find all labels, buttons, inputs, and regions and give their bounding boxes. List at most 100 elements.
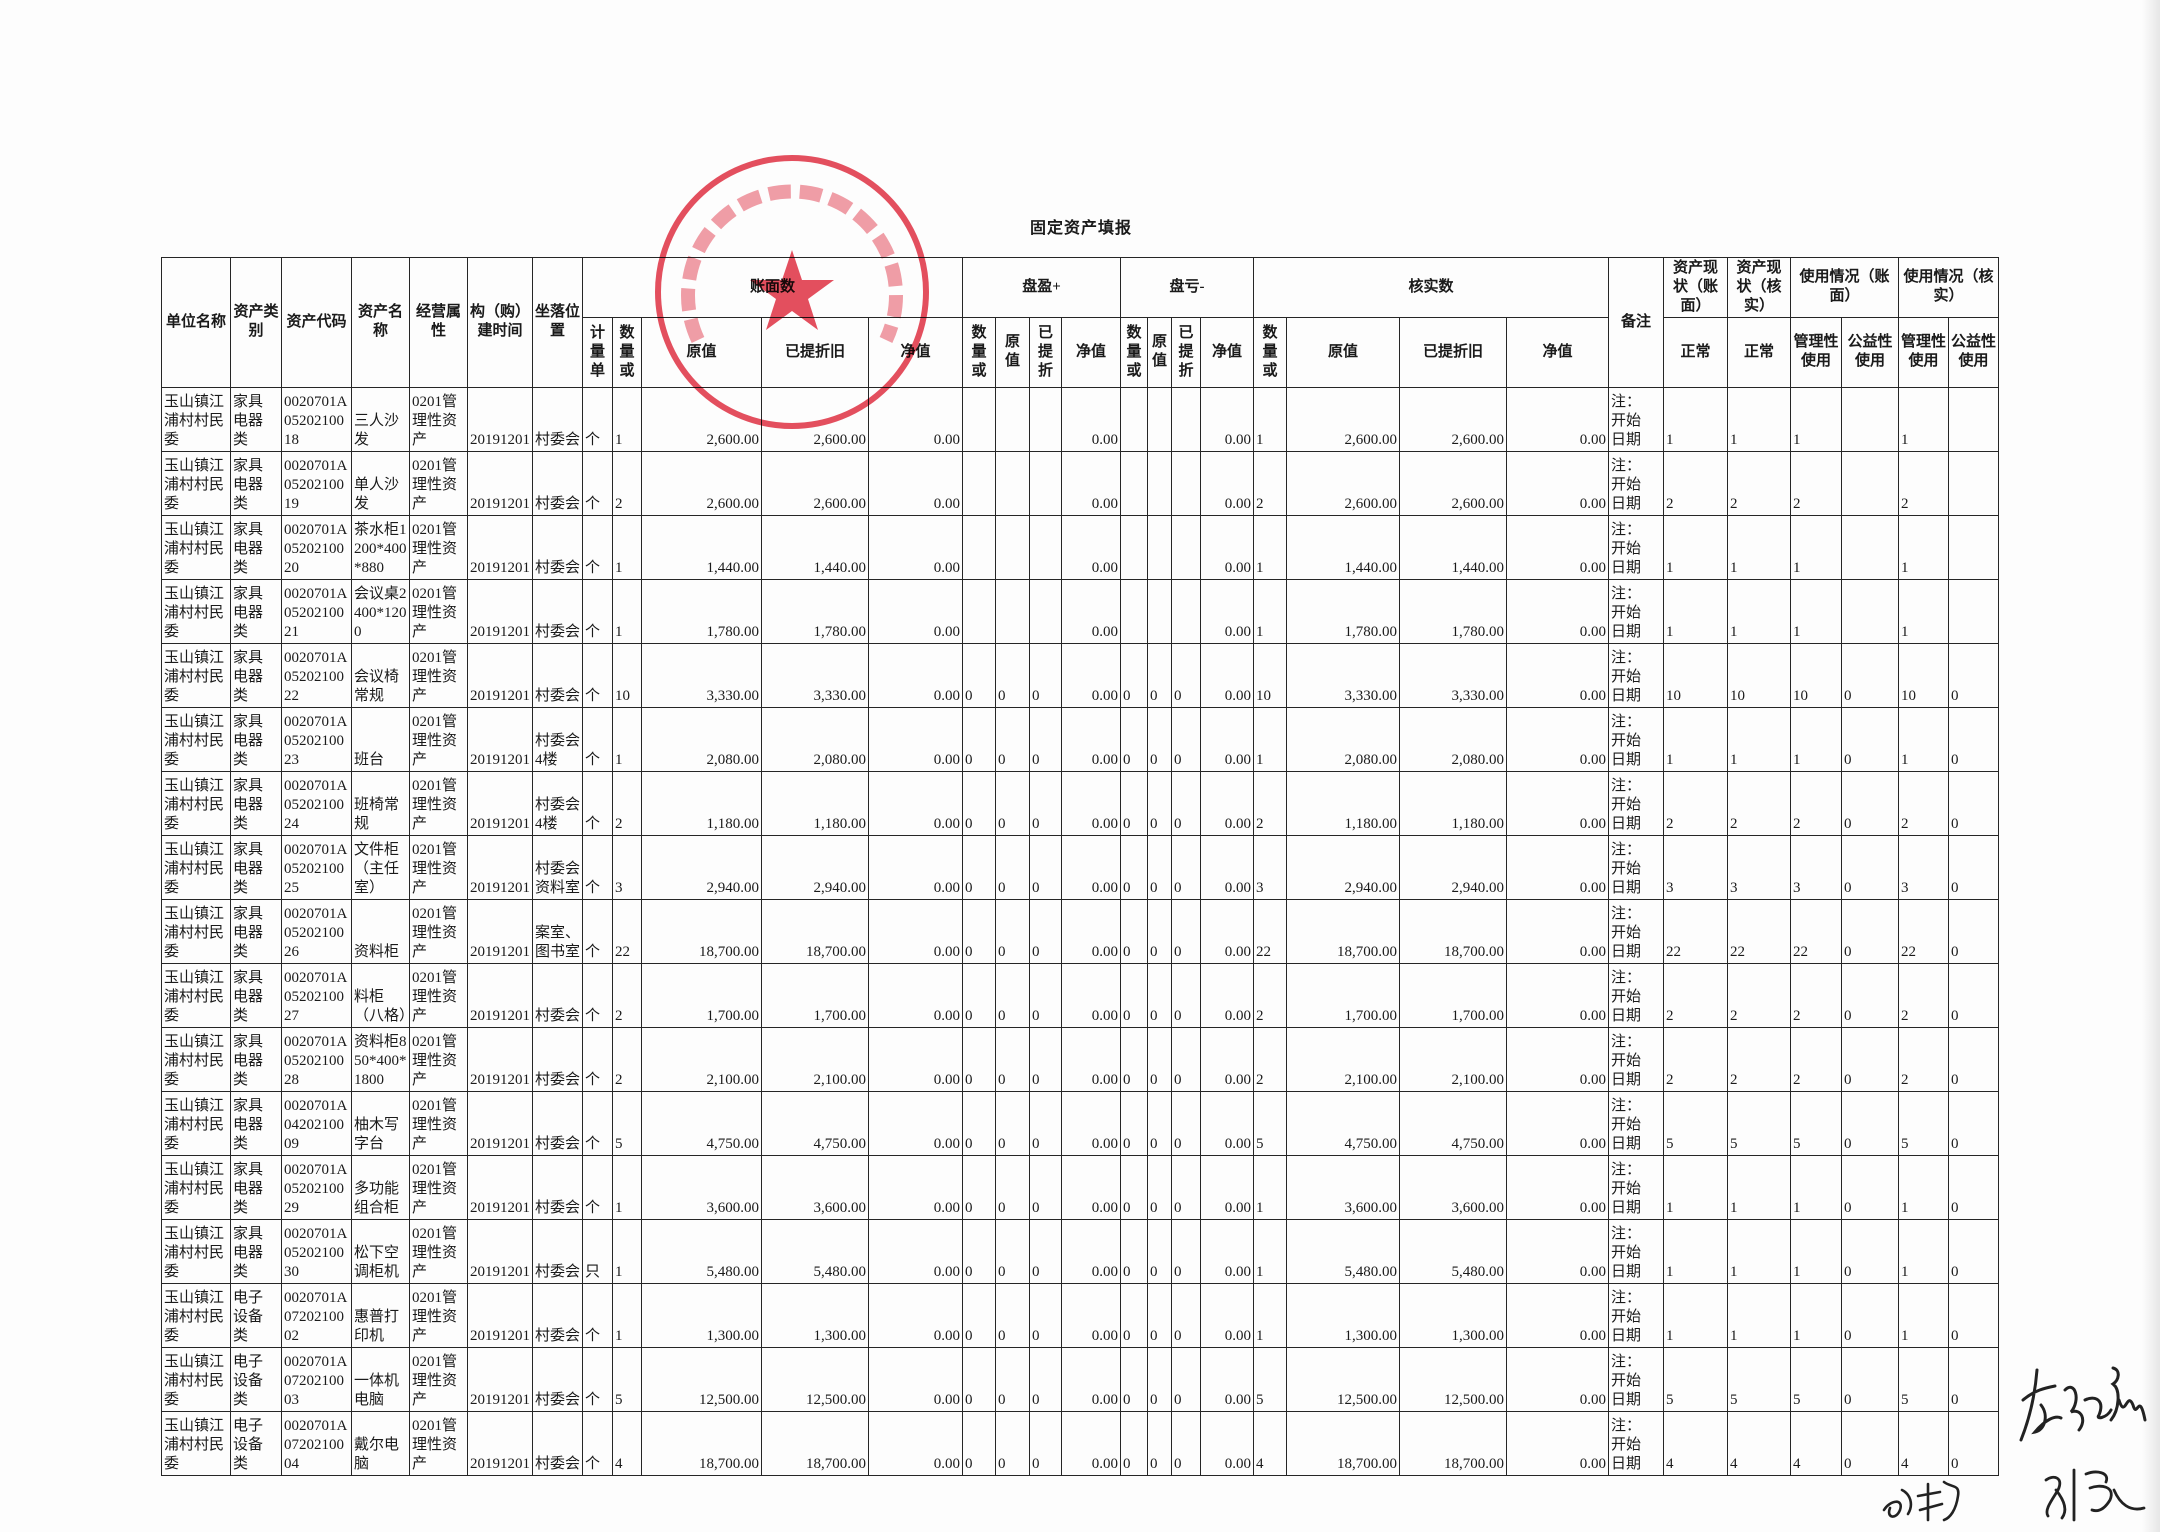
table-row: 玉山镇江浦村村民委 家具电器类 0020701A0520210023 班台 0201管理…: [161, 707, 2000, 772]
cell-loss-depr: [1171, 579, 1202, 644]
cell-code: 0020701A0520210018: [281, 387, 352, 452]
cell-verified-net: 0.00: [1506, 1411, 1610, 1476]
cell-verified-orig: 1,700.00: [1286, 963, 1401, 1028]
fixed-asset-table: 单位名称 资产类别 资产代码 资产名称 经营属性 构（购）建时间 坐落位置 账面…: [161, 257, 2000, 1476]
cell-use-verified-public: [1948, 515, 2000, 580]
cell-status-book: 3: [1663, 835, 1729, 900]
cell-book-qty: 1: [612, 515, 642, 580]
cell-status-verified: 2: [1727, 771, 1792, 836]
cell-use-book-public: 0: [1841, 1283, 1900, 1348]
cell-status-verified: 2: [1727, 1027, 1792, 1092]
cell-note: 注：开始日期: [1608, 1283, 1665, 1348]
cell-use-book-public: 0: [1841, 835, 1900, 900]
cell-use-verified-public: 0: [1948, 1091, 2000, 1156]
cell-use-verified-public: 0: [1948, 1283, 2000, 1348]
cell-surplus-net: 0.00: [1061, 707, 1122, 772]
cell-use-verified-mgmt: 2: [1898, 1027, 1950, 1092]
col-surplus-net: 净值: [1061, 317, 1122, 388]
cell-use-book-mgmt: 22: [1790, 899, 1843, 964]
cell-loss-net: 0.00: [1200, 899, 1255, 964]
cell-book-qty: 4: [612, 1411, 642, 1476]
cell-code: 0020701A0420210009: [281, 1091, 352, 1156]
cell-location: 村委会: [532, 643, 583, 708]
cell-use-book-public: 0: [1841, 1155, 1900, 1220]
cell-loss-net: 0.00: [1200, 643, 1255, 708]
cell-unit: 玉山镇江浦村村民委: [161, 1155, 231, 1220]
cell-verified-net: 0.00: [1506, 835, 1610, 900]
cell-book-depr: 18,700.00: [761, 899, 869, 964]
cell-code: 0020701A0520210023: [281, 707, 352, 772]
cell-surplus-net: 0.00: [1061, 1283, 1122, 1348]
cell-code: 0020701A0520210028: [281, 1027, 352, 1092]
cell-verified-orig: 3,600.00: [1286, 1155, 1401, 1220]
cell-code: 0020701A0520210027: [281, 963, 352, 1028]
col-verified-orig: 原值: [1286, 317, 1401, 388]
cell-measure-unit: 个: [582, 451, 613, 516]
cell-build-time: 20191201: [467, 515, 533, 580]
cell-verified-qty: 1: [1253, 707, 1288, 772]
cell-name: 会议桌2400*1200: [351, 579, 410, 644]
cell-book-orig: 2,600.00: [641, 451, 762, 516]
cell-loss-orig: 0: [1147, 1219, 1173, 1284]
cell-verified-orig: 2,080.00: [1286, 707, 1401, 772]
cell-loss-depr: [1171, 515, 1202, 580]
col-book-orig: 原值: [641, 317, 762, 388]
cell-use-book-mgmt: 4: [1790, 1411, 1843, 1476]
cell-build-time: 20191201: [467, 963, 533, 1028]
cell-name: 松下空调柜机: [351, 1219, 410, 1284]
cell-loss-net: 0.00: [1200, 835, 1255, 900]
cell-surplus-qty: 0: [962, 963, 997, 1028]
cell-verified-orig: 18,700.00: [1286, 1411, 1401, 1476]
cell-book-net: 0.00: [867, 643, 964, 708]
cell-loss-net: 0.00: [1200, 1091, 1255, 1156]
cell-use-book-mgmt: 5: [1790, 1347, 1843, 1412]
cell-name: 文件柜（主任室）: [351, 835, 410, 900]
cell-surplus-orig: 0: [995, 1155, 1031, 1220]
cell-category: 家具电器类: [230, 579, 282, 644]
cell-note: 注：开始日期: [1608, 643, 1665, 708]
col-attribute: 经营属性: [409, 257, 468, 388]
cell-use-verified-public: 0: [1948, 1219, 2000, 1284]
cell-surplus-orig: 0: [995, 1347, 1031, 1412]
cell-unit: 玉山镇江浦村村民委: [161, 1411, 231, 1476]
cell-name: 资料柜: [351, 899, 410, 964]
cell-verified-net: 0.00: [1506, 1091, 1610, 1156]
col-verified-depr: 已提折旧: [1399, 317, 1508, 388]
cell-book-depr: 4,750.00: [761, 1091, 869, 1156]
cell-unit: 玉山镇江浦村村民委: [161, 1091, 231, 1156]
cell-note: 注：开始日期: [1608, 707, 1665, 772]
table-row: 玉山镇江浦村村民委 家具电器类 0020701A0520210024 班椅常规 0201…: [161, 771, 2000, 836]
cell-name: 三人沙发: [351, 387, 410, 452]
cell-book-orig: 18,700.00: [641, 1411, 762, 1476]
cell-attribute: 0201管理性资产: [409, 963, 468, 1028]
cell-loss-net: 0.00: [1200, 1347, 1255, 1412]
cell-status-book: 4: [1663, 1411, 1729, 1476]
cell-verified-net: 0.00: [1506, 515, 1610, 580]
col-loss-net: 净值: [1200, 317, 1255, 388]
cell-loss-orig: [1147, 387, 1173, 452]
cell-attribute: 0201管理性资产: [409, 1155, 468, 1220]
cell-surplus-qty: [962, 579, 997, 644]
cell-name: 班椅常规: [351, 771, 410, 836]
cell-verified-net: 0.00: [1506, 771, 1610, 836]
cell-verified-qty: 3: [1253, 835, 1288, 900]
cell-verified-qty: 1: [1253, 1219, 1288, 1284]
cell-book-depr: 2,940.00: [761, 835, 869, 900]
cell-surplus-orig: 0: [995, 963, 1031, 1028]
cell-unit: 玉山镇江浦村村民委: [161, 387, 231, 452]
cell-loss-orig: 0: [1147, 1091, 1173, 1156]
cell-loss-depr: 0: [1171, 835, 1202, 900]
cell-status-verified: 2: [1727, 963, 1792, 1028]
cell-book-qty: 1: [612, 1219, 642, 1284]
cell-surplus-depr: 0: [1029, 1219, 1063, 1284]
cell-note: 注：开始日期: [1608, 1027, 1665, 1092]
cell-status-book: 22: [1663, 899, 1729, 964]
cell-use-verified-mgmt: 10: [1898, 643, 1950, 708]
cell-use-book-public: 0: [1841, 1411, 1900, 1476]
cell-surplus-depr: 0: [1029, 899, 1063, 964]
cell-verified-depr: 1,440.00: [1399, 515, 1508, 580]
cell-build-time: 20191201: [467, 771, 533, 836]
cell-name: 会议椅常规: [351, 643, 410, 708]
cell-book-depr: 3,600.00: [761, 1155, 869, 1220]
cell-verified-net: 0.00: [1506, 1347, 1610, 1412]
